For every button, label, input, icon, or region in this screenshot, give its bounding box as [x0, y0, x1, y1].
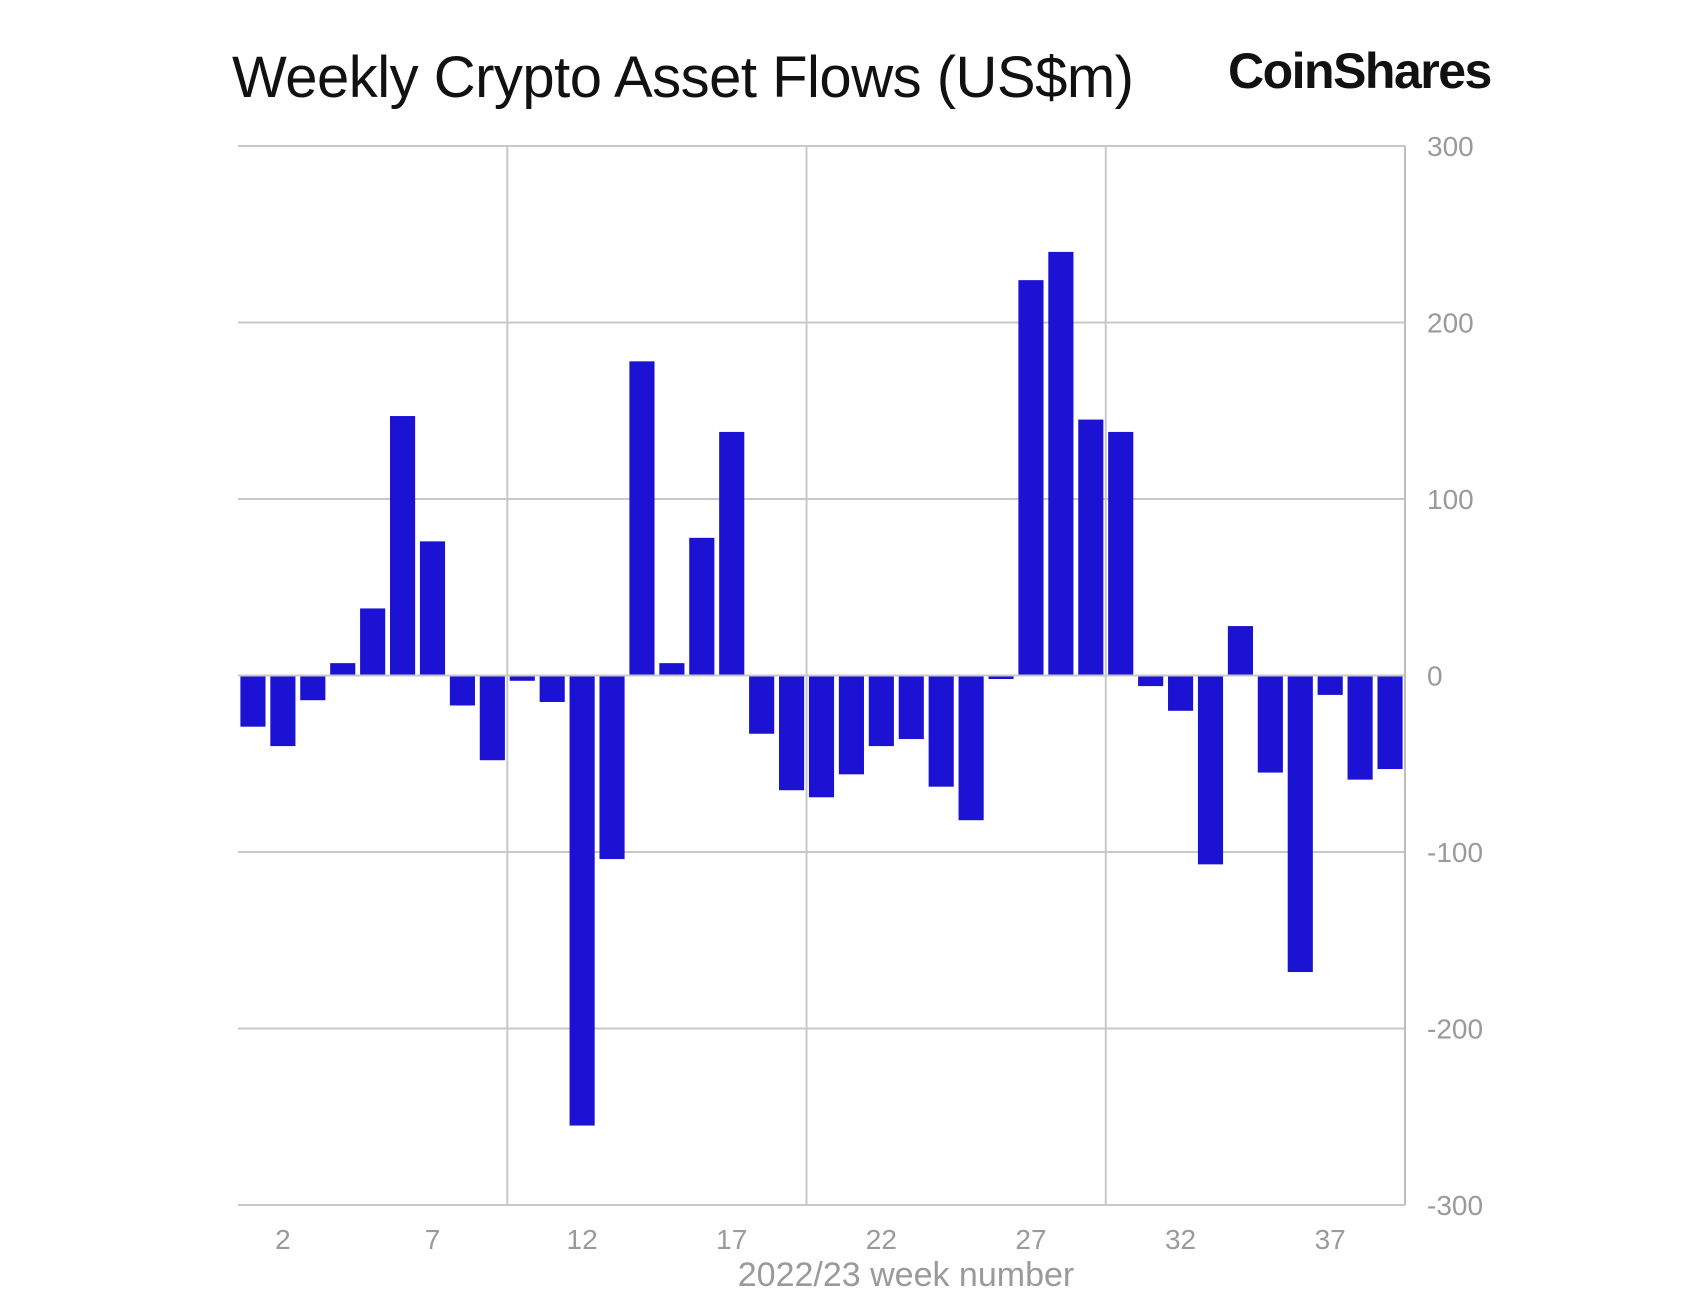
bar-week-28 — [1048, 251, 1074, 676]
bar-week-38 — [1347, 675, 1373, 780]
bar-week-30 — [1108, 431, 1134, 676]
bar-week-33 — [1197, 675, 1224, 865]
bar-week-16 — [689, 537, 715, 676]
y-tick-label: -100 — [1427, 837, 1483, 868]
x-tick-label: 12 — [567, 1224, 598, 1255]
bar-week-9 — [479, 675, 505, 761]
bar-week-11 — [539, 675, 565, 702]
y-tick-label: 0 — [1427, 661, 1443, 692]
x-axis-label-text: 2022/23 week number — [737, 1256, 1075, 1294]
bar-week-36 — [1287, 675, 1313, 973]
bar-week-13 — [599, 675, 625, 860]
y-tick-label: 300 — [1427, 131, 1474, 162]
x-tick-label: 27 — [1015, 1224, 1046, 1255]
coinshares-logo: CoinShares — [1228, 43, 1492, 99]
bar-week-23 — [898, 675, 924, 740]
x-tick-label: 7 — [425, 1224, 441, 1255]
bar-week-6 — [390, 416, 416, 676]
y-tick-label: -300 — [1427, 1190, 1483, 1221]
bar-week-22 — [868, 675, 894, 747]
bar-week-3 — [300, 675, 326, 701]
bar-week-21 — [838, 675, 864, 775]
x-tick-label: 37 — [1315, 1224, 1346, 1255]
bar-week-34 — [1227, 626, 1253, 676]
y-tick-label: 200 — [1427, 308, 1474, 339]
bar-week-29 — [1078, 419, 1104, 676]
y-tick-labels: 300 200 100 0 -100 -200 -300 — [1427, 131, 1483, 1221]
bar-week-37 — [1317, 675, 1343, 695]
bar-week-26 — [988, 675, 1014, 680]
x-tick-label: 22 — [866, 1224, 897, 1255]
x-axis-label: 2022/23 week number — [0, 1256, 1692, 1295]
bar-week-32 — [1168, 675, 1194, 711]
x-tick-label: 2 — [275, 1224, 291, 1255]
bar-week-17 — [719, 431, 745, 676]
y-tick-label: -200 — [1427, 1014, 1483, 1045]
bar-week-35 — [1257, 675, 1283, 773]
bar-week-4 — [330, 663, 356, 676]
x-tick-label: 17 — [716, 1224, 747, 1255]
bar-week-14 — [629, 361, 655, 676]
bar-week-19 — [779, 675, 805, 791]
bar-week-24 — [928, 675, 954, 787]
bar-week-1 — [240, 675, 266, 727]
chart-title: Weekly Crypto Asset Flows (US$m) — [232, 45, 1134, 110]
bars — [240, 251, 1403, 1126]
bar-week-8 — [449, 675, 475, 706]
bar-week-20 — [808, 675, 835, 798]
bar-week-18 — [749, 675, 775, 734]
bar-week-7 — [419, 541, 446, 676]
bar-week-31 — [1138, 675, 1164, 687]
bar-week-10 — [509, 675, 535, 681]
x-tick-labels: 2 7 12 17 22 27 32 37 — [275, 1224, 1346, 1255]
bar-week-5 — [360, 608, 386, 676]
bar-week-15 — [659, 663, 685, 676]
bar-week-25 — [958, 675, 984, 821]
x-tick-label: 32 — [1165, 1224, 1196, 1255]
bar-week-39 — [1377, 675, 1403, 770]
bar-week-2 — [270, 675, 296, 747]
y-tick-label: 100 — [1427, 484, 1474, 515]
bar-week-27 — [1018, 280, 1044, 676]
bar-week-12 — [569, 675, 595, 1126]
